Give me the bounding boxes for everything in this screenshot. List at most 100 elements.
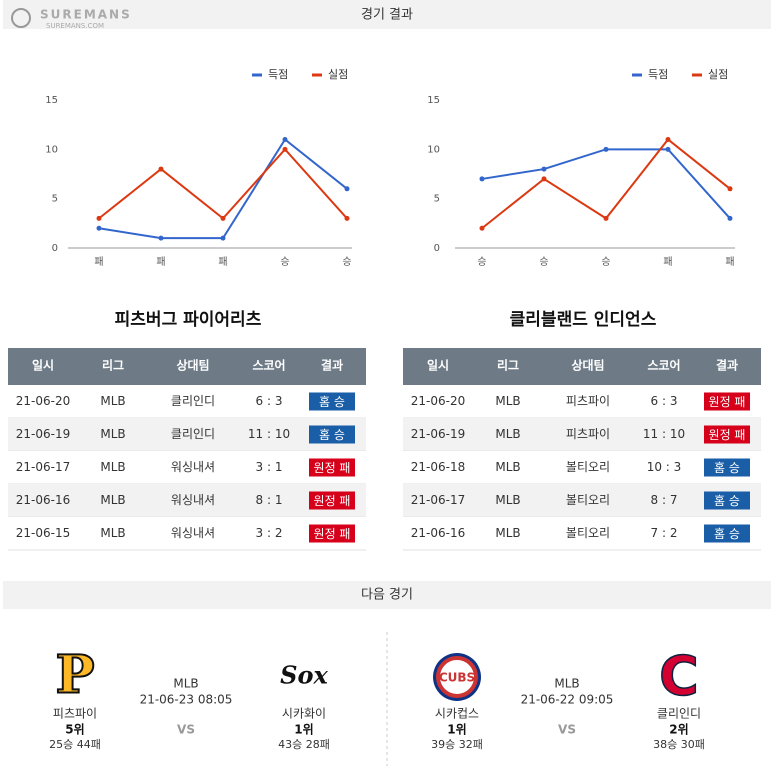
point [603, 215, 609, 221]
point [603, 146, 609, 152]
result-badge [309, 524, 355, 543]
legend-label: 실점 [328, 68, 348, 81]
result-label: 원정 패 [314, 527, 351, 541]
team-short-name: 피츠파이 [53, 707, 97, 721]
table-cell: 워싱내셔 [171, 493, 215, 507]
point [541, 176, 547, 182]
point [220, 215, 226, 221]
result-badge [309, 425, 355, 444]
header-title: 경기 결과 [361, 8, 413, 23]
result-label: 원정 패 [314, 461, 351, 475]
series-line [481, 138, 731, 230]
team-logo: CUBS [439, 671, 475, 685]
table-cell: MLB [100, 394, 125, 408]
table-row [8, 418, 366, 451]
table-cell: 피츠파이 [566, 427, 610, 441]
x-tick-label: 패 [156, 256, 165, 268]
x-tick-label: 패 [663, 256, 672, 268]
team-name: 클리블랜드 인디언스 [510, 310, 657, 330]
team-rank: 1위 [294, 723, 313, 737]
table-cell: 11 : 10 [643, 427, 685, 441]
table-cell: MLB [495, 394, 520, 408]
table-cell: 10 : 3 [647, 460, 682, 474]
team-short-name: 시카컵스 [435, 707, 479, 721]
result-badge [704, 425, 750, 444]
logo: SUREMANS [40, 8, 132, 22]
result-label: 홈 승 [714, 461, 740, 475]
column-header: 일시 [427, 359, 449, 373]
table-cell: MLB [495, 526, 520, 540]
team-rank: 5위 [65, 723, 84, 737]
point [96, 225, 102, 231]
x-tick-label: 패 [725, 256, 734, 268]
table-cell: 21-06-16 [16, 493, 70, 507]
result-label: 원정 패 [709, 395, 746, 409]
column-header: 결과 [716, 358, 738, 373]
point [96, 215, 102, 221]
result-badge [704, 491, 750, 510]
y-tick-label: 5 [434, 194, 440, 205]
team-rank: 2위 [669, 723, 688, 737]
team-logo-ring [436, 656, 478, 698]
team-logo: Sox [280, 661, 328, 690]
section-title: 다음 경기 [361, 588, 413, 603]
x-tick-label: 승 [601, 256, 610, 268]
x-tick-label: 승 [280, 256, 289, 268]
team-short-name: 시카화이 [282, 707, 326, 721]
column-header: 일시 [32, 359, 54, 373]
table-row [403, 385, 761, 418]
point [344, 215, 350, 221]
table-cell: 클리인디 [171, 394, 215, 408]
table-cell: MLB [100, 526, 125, 540]
y-tick-label: 0 [434, 243, 440, 254]
table-cell: 21-06-20 [411, 394, 465, 408]
x-tick-label: 패 [94, 256, 103, 268]
team-record: 39승 32패 [431, 738, 483, 751]
column-header: 리그 [102, 358, 124, 373]
result-label: 홈 승 [714, 527, 740, 541]
point [479, 225, 485, 231]
table-cell: 7 : 2 [651, 526, 678, 540]
result-label: 홈 승 [319, 428, 345, 442]
logo-sub: SUREMANS.COM [46, 22, 104, 30]
legend-label: 득점 [648, 68, 668, 81]
team-logo: C [659, 645, 699, 708]
table-cell: 21-06-17 [16, 460, 70, 474]
section-bar [3, 581, 771, 609]
team-short-name: 클리인디 [657, 707, 701, 721]
team-logo: P [55, 645, 94, 706]
table-header [403, 348, 761, 385]
column-header: 스코어 [252, 358, 285, 373]
table-cell: MLB [495, 493, 520, 507]
y-tick-label: 5 [52, 194, 58, 205]
x-tick-label: 승 [342, 256, 351, 268]
y-tick-label: 15 [45, 95, 58, 106]
point [541, 166, 547, 172]
result-label: 원정 패 [709, 428, 746, 442]
table-cell: 21-06-18 [411, 460, 465, 474]
table-row [8, 517, 366, 550]
point [282, 136, 288, 142]
table-cell: MLB [495, 460, 520, 474]
point [665, 146, 671, 152]
team-rank: 1위 [447, 723, 466, 737]
logo-icon [11, 8, 31, 28]
result-badge [704, 458, 750, 477]
table-cell: 11 : 10 [248, 427, 290, 441]
table-cell: 클리인디 [171, 427, 215, 441]
x-tick-label: 승 [539, 256, 548, 268]
table-cell: 워싱내셔 [171, 526, 215, 540]
table-cell: 3 : 1 [256, 460, 283, 474]
result-label: 원정 패 [314, 494, 351, 508]
point [158, 166, 164, 172]
table-row [403, 517, 761, 550]
point [665, 136, 671, 142]
table-row [403, 451, 761, 484]
table-cell: 워싱내셔 [171, 460, 215, 474]
team-name: 피츠버그 파이어리츠 [115, 310, 262, 330]
column-header: 상대팀 [571, 358, 604, 373]
table-cell: 8 : 1 [256, 493, 283, 507]
table-cell: 21-06-19 [16, 427, 70, 441]
team-record: 43승 28패 [278, 738, 330, 751]
